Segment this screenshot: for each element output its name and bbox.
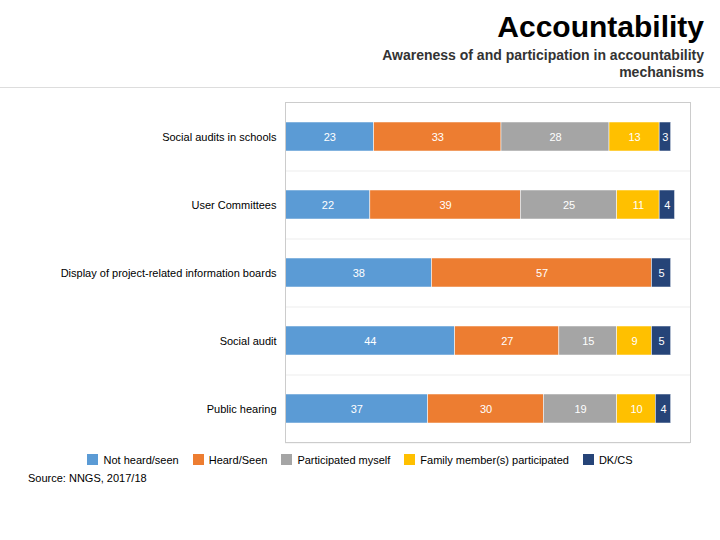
svg-text:Social audit: Social audit <box>220 334 277 346</box>
html-text:Not heard/seen: Not heard/seen <box>103 453 179 466</box>
svg-text:15: 15 <box>582 334 594 346</box>
html-text:Family member(s) participated: Family member(s) participated <box>420 453 569 466</box>
svg-text:Display of project-related inf: Display of project-related information b… <box>61 266 277 278</box>
svg-text:28: 28 <box>549 130 561 142</box>
svg-text:Public hearing: Public hearing <box>207 402 277 414</box>
svg-text:19: 19 <box>574 402 586 414</box>
svg-text:37: 37 <box>351 402 363 414</box>
svg-text:11: 11 <box>633 198 644 210</box>
svg-text:4: 4 <box>660 402 666 414</box>
svg-text:25: 25 <box>563 198 575 210</box>
html-text:Accountability: Accountability <box>497 10 704 43</box>
svg-text:39: 39 <box>439 198 451 210</box>
html-text:DK/CS: DK/CS <box>598 453 633 466</box>
svg-text:Social audits in schools: Social audits in schools <box>162 130 277 142</box>
svg-text:44: 44 <box>364 334 376 346</box>
svg-text:9: 9 <box>632 334 638 346</box>
html-text:Source: NNGS, 2017/18: Source: NNGS, 2017/18 <box>28 471 147 484</box>
html-text:Participated myself: Participated myself <box>297 453 391 466</box>
svg-text:27: 27 <box>501 334 513 346</box>
svg-text:10: 10 <box>630 402 642 414</box>
svg-text:22: 22 <box>322 198 334 210</box>
svg-text:3: 3 <box>662 130 668 142</box>
svg-text:User Committees: User Committees <box>192 198 277 210</box>
svg-text:23: 23 <box>324 130 336 142</box>
svg-text:33: 33 <box>432 130 444 142</box>
svg-text:30: 30 <box>480 402 492 414</box>
svg-text:5: 5 <box>659 266 665 278</box>
svg-text:38: 38 <box>353 266 365 278</box>
svg-text:57: 57 <box>536 266 548 278</box>
html-text:Heard/Seen: Heard/Seen <box>208 453 268 466</box>
svg-text:5: 5 <box>659 334 665 346</box>
svg-text:13: 13 <box>628 130 640 142</box>
html-text:Awareness of and participation: Awareness of and participation in accoun… <box>382 47 704 80</box>
svg-text:4: 4 <box>664 198 670 210</box>
